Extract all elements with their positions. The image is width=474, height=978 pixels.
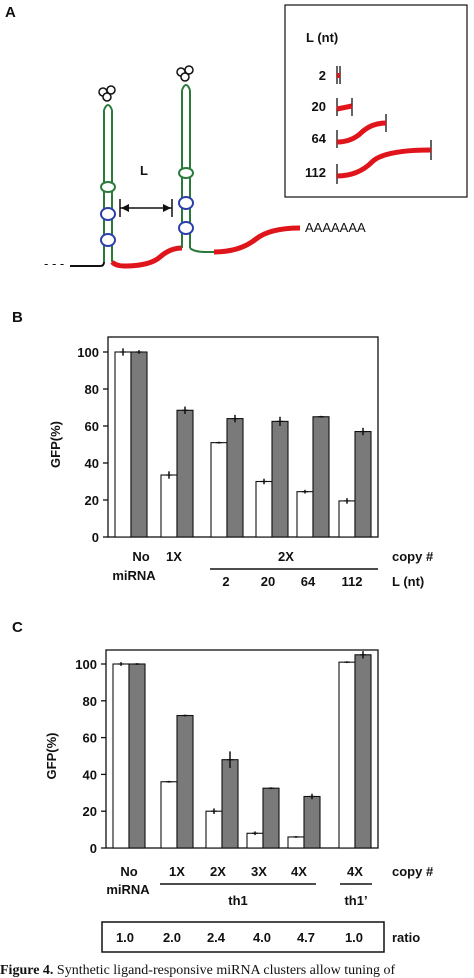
c-bar-white (112, 663, 130, 849)
inset-row-64: 64 (312, 131, 327, 146)
b-y-tick-label: 80 (85, 382, 99, 397)
c-2x-label: 2X (210, 864, 226, 879)
leader-dashes: - - - (44, 256, 64, 271)
inset-row-20: 20 (312, 99, 326, 114)
b-bar-white (296, 491, 314, 538)
c-y-tick-label: 100 (75, 657, 97, 672)
b-2x-label: 2X (278, 549, 294, 564)
c-1x-label: 1X (169, 864, 185, 879)
panel-c-chart: 0 20 40 60 80 100 GFP(%) (44, 649, 379, 856)
polya-tail: AAAAAAA (305, 220, 366, 235)
ratio-value: 4.0 (253, 930, 271, 945)
linker-red-1 (110, 245, 183, 269)
panel-c-label: C (12, 619, 23, 636)
b-mirna-label: miRNA (112, 568, 156, 583)
b-y-tick-label: 40 (85, 456, 99, 471)
c-bar-white (160, 781, 178, 849)
c-4x-th1p-label: 4X (347, 864, 363, 879)
b-no-label: No (132, 549, 149, 564)
mirna-construct-diagram: - - - AAAAAAA L (44, 65, 366, 271)
c-bar-white (205, 810, 223, 849)
c-3x-label: 3X (251, 864, 267, 879)
hairpin-1-bulge-blue-1 (100, 207, 116, 221)
inset-row-112: 112 (305, 165, 326, 180)
backbone-start (70, 261, 105, 267)
ratio-row: 1.0 2.0 2.4 4.0 4.7 1.0 ratio (101, 921, 420, 953)
b-bar-white (114, 351, 132, 538)
inset-title: L (nt) (306, 30, 338, 45)
caption-text: Synthetic ligand-responsive miRNA cluste… (56, 963, 396, 978)
c-y-tick-label: 20 (83, 804, 97, 819)
c-y-tick-label: 40 (83, 767, 97, 782)
b-bar-white (160, 474, 178, 538)
c-y-tick-label: 0 (90, 841, 97, 856)
length-inset: L (nt) 2 20 64 112 (284, 4, 468, 198)
hairpin-1-bulge-blue-2 (100, 233, 116, 247)
b-y-tick-label: 100 (77, 345, 99, 360)
c-y-tick-label: 80 (83, 694, 97, 709)
c-copy-label: copy # (392, 864, 434, 879)
b-bar-gray (312, 416, 330, 538)
b-bar-white (255, 480, 273, 538)
loop-length-label: L (140, 163, 148, 178)
ratio-value: 1.0 (116, 930, 134, 945)
figure-caption: Figure 4. Synthetic ligand-responsive mi… (0, 963, 474, 978)
hairpin-1 (98, 85, 116, 262)
c-bar-white (246, 832, 264, 849)
b-y-tick-label: 0 (92, 530, 99, 545)
c-th1-label: th1 (228, 893, 248, 908)
b-l-64: 64 (301, 574, 316, 589)
ratio-box (101, 921, 385, 953)
c-bar-gray (354, 654, 372, 849)
c-4x-label: 4X (291, 864, 307, 879)
inset-row-2: 2 (319, 68, 326, 83)
panel-b-chart: 0 20 40 60 80 100 GFP(%) (48, 336, 379, 545)
b-bar-gray (176, 409, 194, 538)
b-bar-gray (226, 418, 244, 538)
c-bar-gray (262, 787, 280, 849)
ratio-value: 4.7 (297, 930, 315, 945)
c-y-tick-label: 60 (83, 731, 97, 746)
c-bar-white (287, 836, 305, 849)
b-l-unit: L (nt) (392, 574, 424, 589)
caption-label: Figure 4. (0, 963, 54, 978)
c-y-axis-label: GFP(%) (44, 733, 59, 780)
b-bar-white (210, 442, 228, 538)
c-plot-frame (105, 649, 379, 849)
ratio-label: ratio (392, 930, 420, 945)
c-bar-gray (303, 795, 321, 849)
c-th1p-label: th1’ (344, 893, 367, 908)
b-bar-white (338, 500, 356, 538)
c-bar-gray (128, 663, 146, 849)
c-bar-white (338, 661, 356, 849)
ratio-value: 1.0 (345, 930, 363, 945)
b-y-axis-label: GFP(%) (48, 421, 63, 468)
hairpin-2 (176, 65, 194, 248)
ratio-value: 2.0 (163, 930, 181, 945)
panel-b-label: B (12, 309, 23, 326)
b-bar-gray (354, 430, 372, 538)
hairpin-1-bulge-green (100, 181, 116, 193)
b-l-20: 20 (261, 574, 275, 589)
ratio-value: 2.4 (207, 930, 226, 945)
b-l-112: 112 (342, 574, 363, 589)
b-1x-label: 1X (166, 549, 182, 564)
b-y-tick-label: 60 (85, 419, 99, 434)
linker-red-2 (213, 225, 301, 255)
b-y-tick-label: 20 (85, 493, 99, 508)
c-no-label: No (120, 864, 137, 879)
b-l-2: 2 (222, 574, 229, 589)
c-mirna-label: miRNA (106, 882, 150, 897)
b-copy-label: copy # (392, 549, 434, 564)
inset-box (284, 4, 468, 198)
c-bar-gray (176, 714, 194, 849)
panel-a-label: A (5, 4, 16, 21)
b-bar-gray (271, 420, 289, 538)
c-bar-gray (221, 759, 239, 849)
b-bar-gray (130, 351, 148, 538)
